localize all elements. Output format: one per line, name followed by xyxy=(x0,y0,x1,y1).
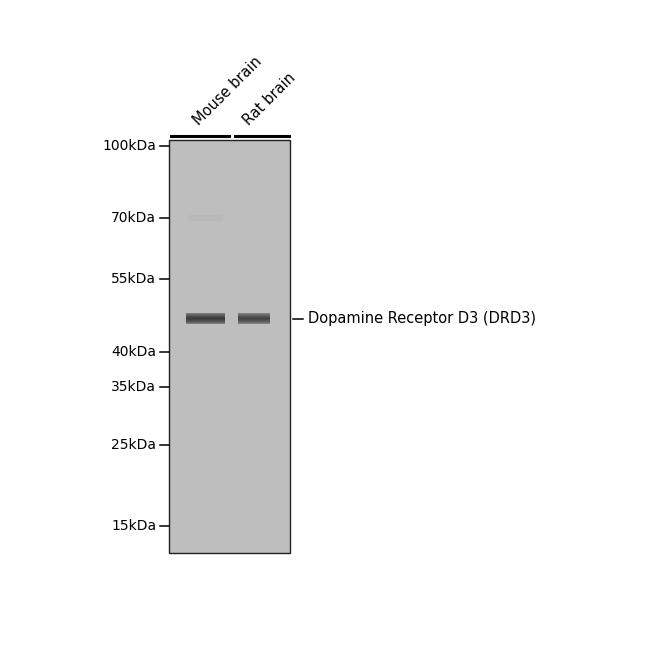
Bar xyxy=(188,215,223,221)
Bar xyxy=(170,140,291,552)
Text: 55kDa: 55kDa xyxy=(111,273,156,286)
Text: 25kDa: 25kDa xyxy=(111,437,156,452)
Text: Mouse brain: Mouse brain xyxy=(190,54,265,129)
Text: 100kDa: 100kDa xyxy=(103,139,156,153)
Text: Dopamine Receptor D3 (DRD3): Dopamine Receptor D3 (DRD3) xyxy=(308,311,536,326)
Text: Rat brain: Rat brain xyxy=(241,70,299,129)
Text: 70kDa: 70kDa xyxy=(111,211,156,225)
Text: 40kDa: 40kDa xyxy=(111,345,156,359)
Text: 35kDa: 35kDa xyxy=(111,380,156,394)
Text: 15kDa: 15kDa xyxy=(111,519,156,533)
